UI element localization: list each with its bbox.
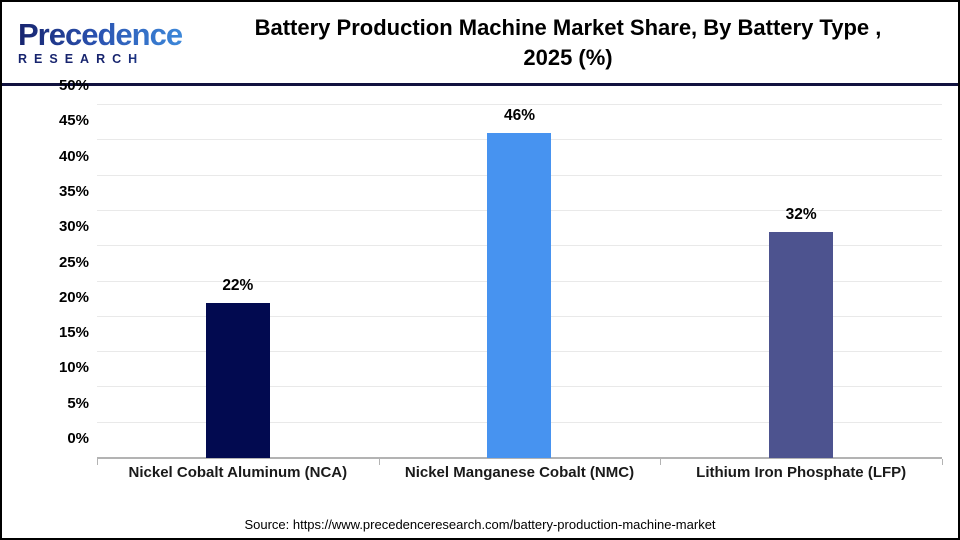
y-axis-tick-label: 25% bbox=[58, 253, 89, 271]
bar-value-label: 32% bbox=[785, 206, 817, 224]
y-axis-tick-label: 30% bbox=[58, 218, 89, 236]
source-text: Source: https://www.precedenceresearch.c… bbox=[244, 517, 716, 532]
x-axis-tick bbox=[942, 459, 943, 465]
x-axis-category-label: Nickel Cobalt Aluminum (NCA) bbox=[128, 464, 348, 481]
x-axis-category-label: Nickel Manganese Cobalt (NMC) bbox=[404, 464, 635, 481]
chart-section: 0% 5% 10% 15% 20% 25% 30% 35% 40% 45% 50% 22% 46% 32%… bbox=[2, 77, 958, 538]
header: Precedence RESEARCH Battery Production M… bbox=[2, 2, 958, 86]
y-axis-tick-label: 5% bbox=[67, 394, 89, 412]
brand-logo: Precedence RESEARCH bbox=[2, 19, 192, 66]
y-axis-tick-label: 20% bbox=[58, 288, 89, 306]
bar bbox=[769, 232, 834, 458]
y-axis-tick-label: 15% bbox=[58, 324, 89, 342]
bar-slot: 46% bbox=[379, 105, 661, 458]
y-axis-tick-label: 40% bbox=[58, 147, 89, 165]
y-axis-tick-label: 35% bbox=[58, 182, 89, 200]
bar bbox=[205, 302, 270, 458]
y-axis-tick-label: 45% bbox=[58, 112, 89, 130]
y-axis-tick-label: 50% bbox=[58, 77, 89, 94]
x-axis-category-label: Lithium Iron Phosphate (LFP) bbox=[696, 464, 907, 481]
y-axis-tick-label: 10% bbox=[58, 359, 89, 377]
x-axis-tick bbox=[97, 459, 98, 465]
chart-title-line2: 2025 (%) bbox=[523, 44, 613, 70]
bar-slot: 22% bbox=[97, 105, 379, 458]
logo-subtitle-text: RESEARCH bbox=[18, 53, 192, 66]
bar-slot: 32% bbox=[660, 105, 942, 458]
x-axis-tick bbox=[378, 459, 380, 465]
x-axis-line bbox=[97, 457, 942, 459]
plot-area: 0% 5% 10% 15% 20% 25% 30% 35% 40% 45% 50% 22% 46% 32% bbox=[59, 77, 943, 465]
chart-title: Battery Production Machine Market Share,… bbox=[192, 13, 958, 72]
bar-value-label: 46% bbox=[503, 107, 535, 125]
gridline bbox=[97, 104, 942, 105]
logo-brand-text: Precedence bbox=[18, 19, 192, 50]
bar bbox=[487, 133, 552, 458]
y-axis-tick-label: 0% bbox=[67, 430, 89, 447]
chart-title-line1: Battery Production Machine Market Share,… bbox=[254, 14, 882, 40]
x-axis-tick bbox=[660, 459, 662, 465]
bar-value-label: 22% bbox=[222, 276, 254, 294]
